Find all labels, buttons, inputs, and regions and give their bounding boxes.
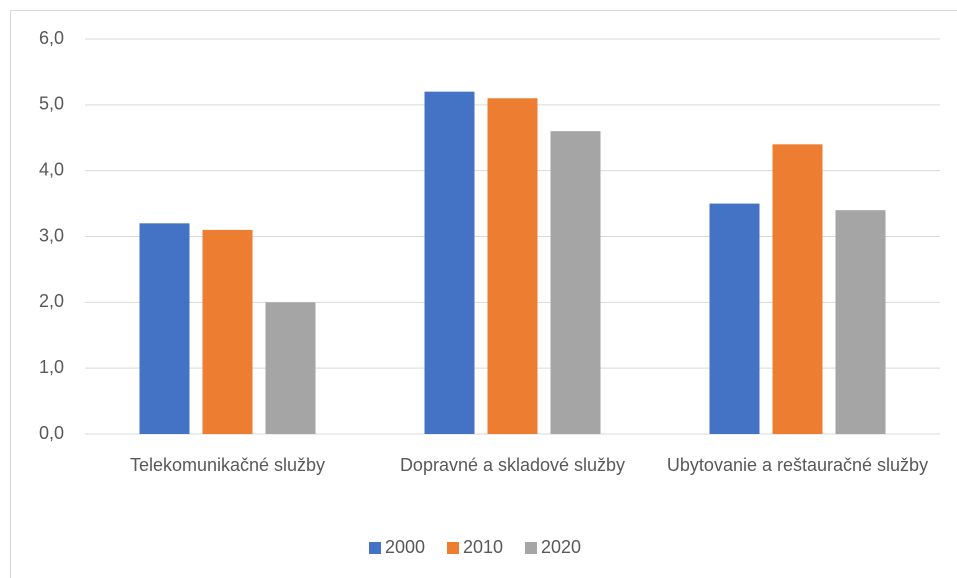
bar bbox=[202, 229, 253, 434]
y-tick-label: 5,0 bbox=[39, 94, 64, 114]
bar bbox=[265, 302, 316, 434]
bar bbox=[709, 203, 760, 434]
y-tick-label: 2,0 bbox=[39, 291, 64, 311]
legend-swatch bbox=[447, 542, 459, 554]
y-tick-label: 6,0 bbox=[39, 28, 64, 48]
chart-border bbox=[10, 10, 957, 578]
y-tick-label: 1,0 bbox=[39, 357, 64, 377]
bar bbox=[139, 223, 190, 434]
bar bbox=[835, 210, 886, 434]
legend-label: 2010 bbox=[463, 537, 503, 557]
legend-label: 2020 bbox=[541, 537, 581, 557]
y-tick-label: 3,0 bbox=[39, 225, 64, 245]
x-tick-label: Dopravné a skladové služby bbox=[399, 455, 626, 475]
y-tick-label: 0,0 bbox=[39, 423, 64, 443]
bar bbox=[550, 131, 601, 434]
bar bbox=[487, 98, 538, 434]
x-tick-label: Ubytovanie a reštauračné služby bbox=[666, 455, 929, 475]
y-tick-label: 4,0 bbox=[39, 159, 64, 179]
bar bbox=[772, 144, 823, 435]
legend-swatch bbox=[525, 542, 537, 554]
bar bbox=[424, 91, 475, 435]
x-tick-label: Telekomunikačné služby bbox=[129, 455, 326, 475]
legend-swatch bbox=[369, 542, 381, 554]
legend-label: 2000 bbox=[385, 537, 425, 557]
